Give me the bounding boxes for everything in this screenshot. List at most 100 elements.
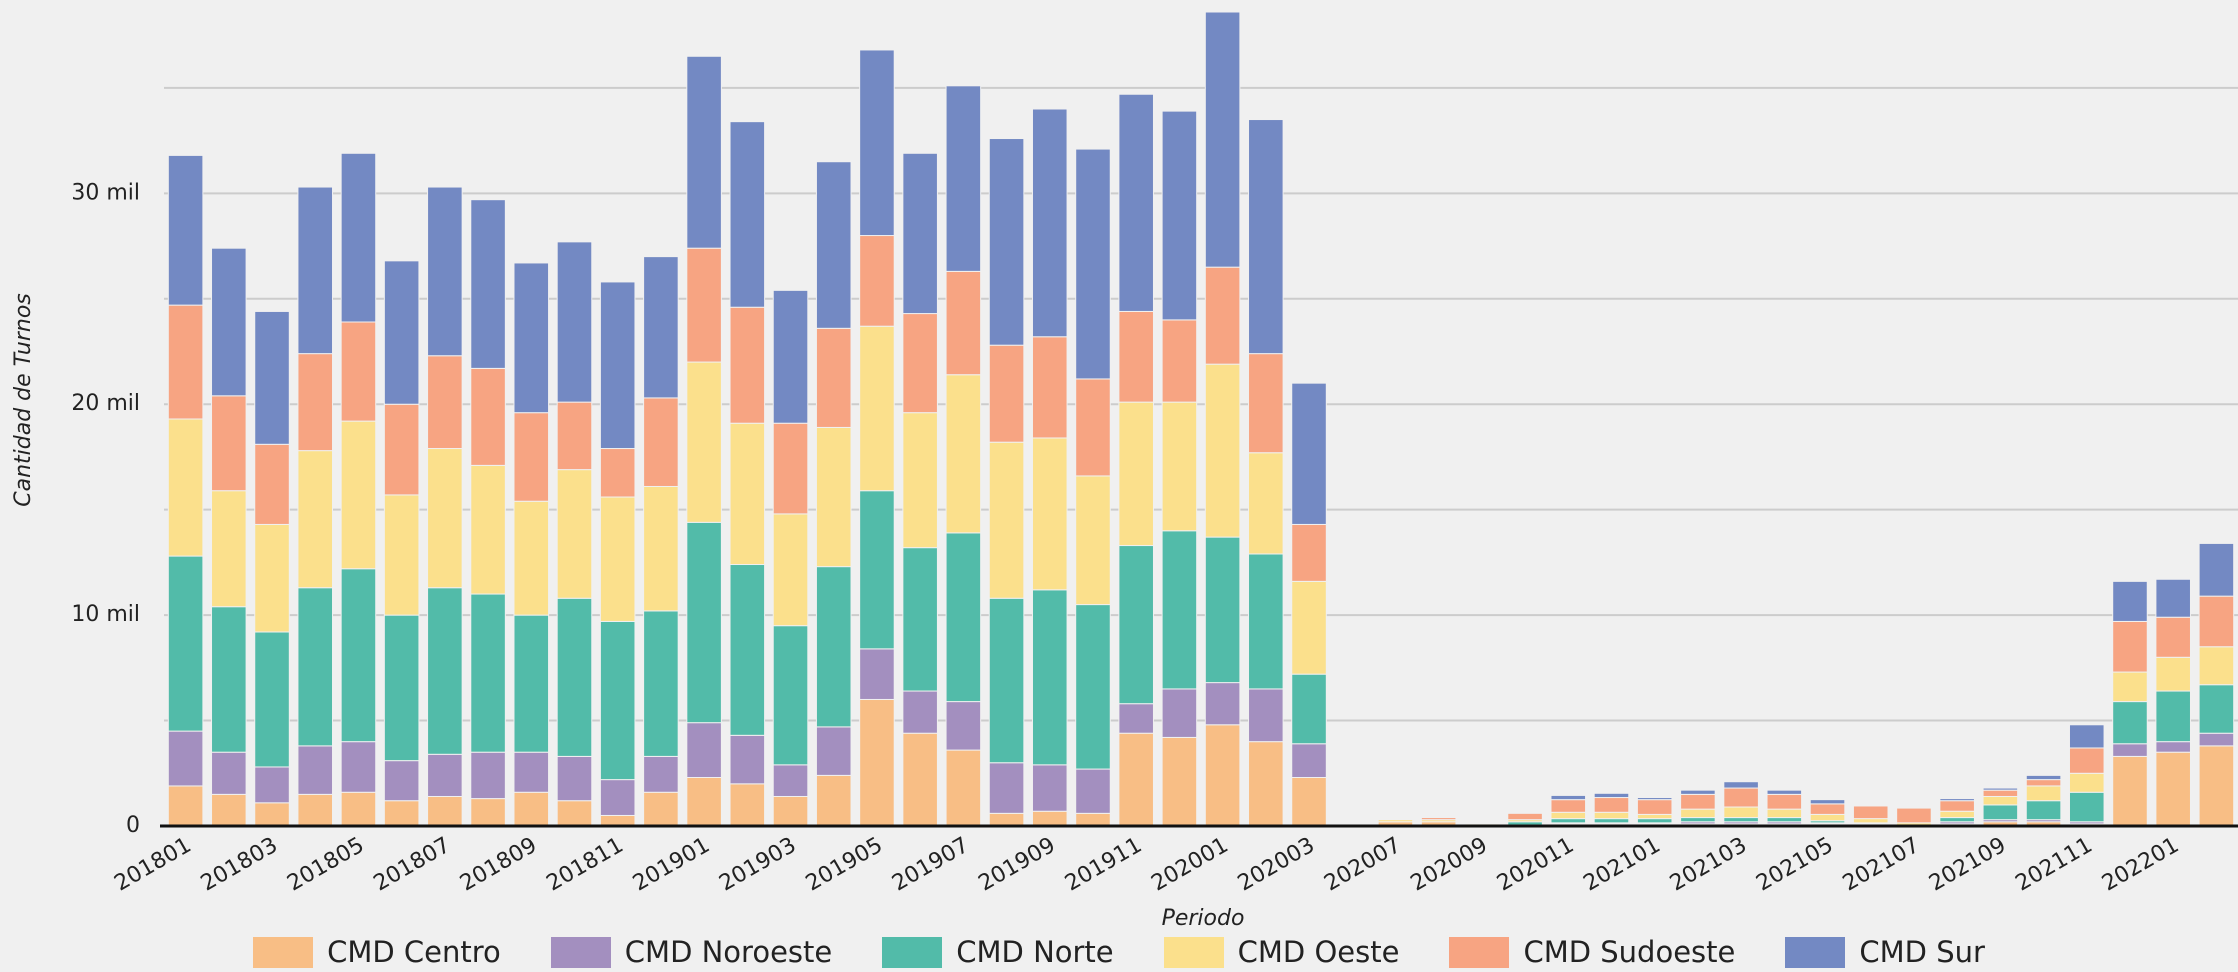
- bar-segment: [1161, 319, 1198, 403]
- bar-segment: [772, 764, 809, 797]
- bar-segment: [1118, 93, 1154, 312]
- legend-swatch: [1449, 936, 1510, 968]
- bar-segment: [1766, 817, 1803, 823]
- bar-segment: [729, 121, 766, 308]
- bar-segment: [1204, 682, 1241, 726]
- bar-segment: [254, 310, 290, 445]
- legend-item[interactable]: CMD Sur: [1785, 935, 1985, 969]
- bar-segment: [945, 701, 982, 751]
- bar-segment: [1161, 530, 1198, 690]
- bar-segment: [1075, 378, 1111, 477]
- bar-segment: [556, 241, 593, 403]
- bar-segment: [1075, 475, 1111, 606]
- bar-segment: [470, 199, 506, 369]
- bar-segment: [599, 779, 636, 816]
- bar-segment: [902, 313, 938, 414]
- bar-segment: [1075, 768, 1111, 814]
- bar-segment: [1204, 266, 1241, 365]
- bar-segment: [1636, 818, 1673, 824]
- bar-segment: [643, 256, 679, 399]
- bar-segment: [599, 620, 636, 781]
- bar-segment: [513, 262, 550, 414]
- bar-segment: [427, 587, 463, 755]
- bar-segment: [513, 412, 550, 502]
- legend-item[interactable]: CMD Noroeste: [550, 935, 833, 969]
- bar-segment: [988, 138, 1025, 346]
- x-tick-label: 201907: [888, 833, 973, 897]
- bar-segment: [643, 791, 679, 827]
- bar-segment: [556, 755, 593, 802]
- bar-segment: [772, 625, 809, 766]
- bars: [167, 11, 2235, 827]
- bar-segment: [1809, 799, 1846, 805]
- bar-segment: [167, 304, 204, 420]
- bar-segment: [859, 235, 895, 327]
- bar-segment: [772, 795, 809, 827]
- bar-segment: [1204, 11, 1241, 268]
- bar-segment: [729, 734, 766, 785]
- bar-segment: [1291, 382, 1327, 525]
- bar-segment: [470, 464, 506, 595]
- bar-segment: [1291, 523, 1327, 582]
- bar-segment: [1723, 817, 1759, 823]
- bar-segment: [2155, 690, 2191, 743]
- legend-item[interactable]: CMD Norte: [882, 935, 1114, 969]
- bar-segment: [2068, 791, 2105, 823]
- legend-item[interactable]: CMD Sudoeste: [1449, 935, 1735, 969]
- legend-item[interactable]: CMD Oeste: [1163, 935, 1399, 969]
- bar-segment: [1161, 401, 1198, 532]
- bar-segment: [1766, 793, 1803, 810]
- bar-segment: [815, 426, 852, 568]
- bar-segment: [2112, 671, 2148, 703]
- x-tick-label: 202007: [1320, 833, 1405, 897]
- bar-segment: [902, 732, 938, 827]
- bar-segment: [427, 753, 463, 797]
- x-tick-label: 202001: [1147, 833, 1232, 897]
- bar-segment: [815, 726, 852, 776]
- bar-segment: [1982, 787, 2019, 791]
- bar-segment: [1161, 736, 1198, 827]
- bar-segment: [1550, 794, 1587, 801]
- bar-segment: [1852, 818, 1889, 824]
- bar-segment: [1809, 803, 1846, 815]
- bar-segment: [1204, 363, 1241, 538]
- x-tick-label: 202101: [1579, 833, 1664, 897]
- bar-segment: [686, 361, 722, 523]
- bar-segment: [2025, 785, 2062, 802]
- bar-segment: [1550, 818, 1587, 824]
- bar-segment: [1075, 604, 1111, 770]
- y-axis-title: Cantidad de Turnos: [11, 293, 36, 507]
- legend-label: CMD Centro: [327, 935, 501, 969]
- legend-item[interactable]: CMD Centro: [253, 935, 501, 969]
- bar-segment: [211, 793, 247, 827]
- bar-segment: [2112, 755, 2148, 827]
- bar-segment: [383, 614, 420, 762]
- bar-segment: [686, 722, 722, 778]
- bar-segment: [297, 186, 334, 355]
- bar-segment: [1118, 732, 1154, 827]
- bar-segment: [211, 606, 247, 753]
- bar-segment: [1248, 553, 1284, 690]
- legend-swatch: [882, 936, 943, 968]
- x-tick-label: 201905: [802, 833, 887, 897]
- bar-segment: [470, 367, 506, 466]
- bar-segment: [729, 422, 766, 566]
- grid: [164, 86, 2238, 722]
- bar-segment: [815, 161, 852, 329]
- bar-segment: [2112, 701, 2148, 745]
- legend-label: CMD Noroeste: [624, 935, 833, 969]
- bar-segment: [1939, 817, 1975, 823]
- bar-segment: [945, 749, 982, 827]
- bar-segment: [1723, 787, 1759, 808]
- bar-segment: [2068, 747, 2105, 774]
- bar-segment: [1291, 776, 1327, 827]
- bar-segment: [556, 469, 593, 599]
- bar-segment: [1248, 741, 1284, 827]
- y-tick-label: 20 mil: [71, 391, 140, 416]
- bar-segment: [729, 306, 766, 424]
- bar-segment: [1118, 545, 1154, 705]
- bar-segment: [427, 448, 463, 589]
- y-tick-label: 0: [126, 813, 140, 838]
- bar-segment: [1766, 808, 1803, 819]
- bar-segment: [815, 566, 852, 728]
